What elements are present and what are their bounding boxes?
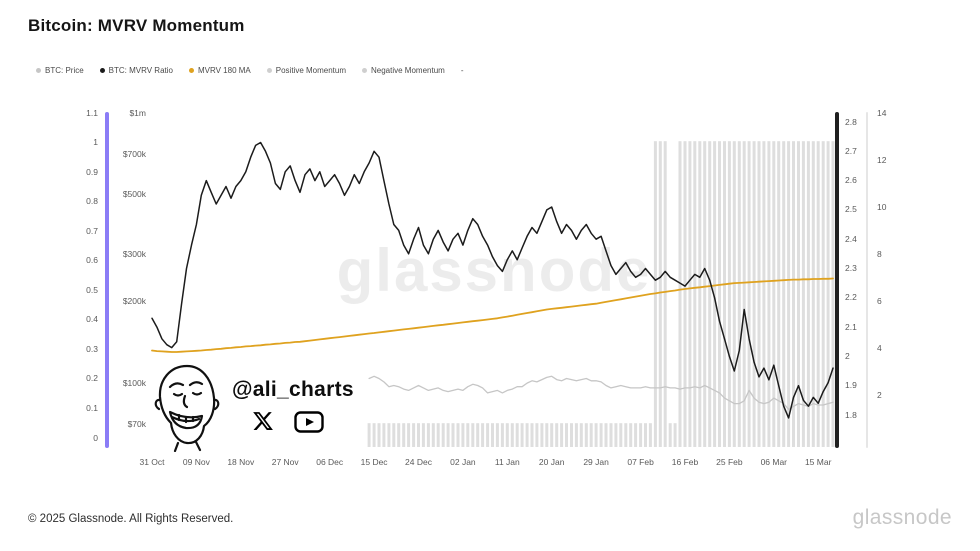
- y-tick-label: 2: [845, 350, 850, 361]
- y-tick-label: $700k: [122, 149, 146, 160]
- y-tick-label: 6: [877, 295, 882, 306]
- x-tick-label: 20 Jan: [538, 457, 565, 467]
- x-tick-label: 02 Jan: [450, 457, 476, 467]
- x-tick-label: 29 Jan: [583, 457, 609, 467]
- y-tick-label: 1.8: [845, 409, 857, 420]
- y-tick-label: 2.2: [845, 292, 857, 303]
- legend-item-mvrv-180-ma[interactable]: MVRV 180 MA: [188, 66, 251, 75]
- glassnode-logo: glassnode: [852, 506, 952, 529]
- x-tick-label: 16 Feb: [671, 457, 699, 467]
- x-tick-label: 06 Mar: [760, 457, 788, 467]
- legend-item-label: Positive Momentum: [275, 66, 346, 75]
- legend-item-label: -: [460, 66, 464, 75]
- legend-item-label: BTC: MVRV Ratio: [108, 66, 173, 75]
- y-tick-label: 2.1: [845, 321, 857, 332]
- page-title: Bitcoin: MVRV Momentum: [28, 16, 245, 35]
- y-axis-mvrv-ratio: 2.8 2.7 2.6 2.5 2.4 2.3 2.2 2.1 2 1.9 1.8: [845, 0, 875, 551]
- y-tick-label: $500k: [122, 188, 146, 199]
- legend-item-label: MVRV 180 MA: [197, 66, 251, 75]
- y-tick-label: 1: [93, 137, 98, 148]
- y-tick-label: 14: [877, 107, 887, 118]
- y-axis-momentum-right: 14 12 10 8 6 4 2: [877, 0, 901, 551]
- legend-dot-icon: [188, 68, 194, 73]
- author-handle: @ali_charts: [232, 378, 354, 401]
- y-tick-label: 1.1: [86, 107, 98, 118]
- y-tick-label: 0: [93, 432, 98, 443]
- y-tick-label: 0.4: [86, 314, 98, 325]
- legend-dot-icon: [99, 68, 105, 73]
- y-tick-label: 4: [877, 342, 882, 353]
- y-tick-label: $70k: [127, 419, 146, 430]
- y-tick-label: 2.7: [845, 145, 857, 156]
- plot-area[interactable]: [148, 110, 840, 450]
- x-tick-label: 25 Feb: [716, 457, 743, 467]
- legend-dot-icon: [36, 68, 41, 73]
- y-tick-label: 0.7: [86, 225, 98, 236]
- x-tick-label: 11 Jan: [494, 457, 520, 467]
- y-tick-label: 0.9: [86, 166, 98, 177]
- y-tick-label: 0.6: [86, 255, 98, 266]
- y-axis-price: $1m $700k $500k $300k $200k $100k $70k: [106, 0, 146, 551]
- mvrv-180ma-line: [151, 277, 834, 353]
- y-tick-label: 0.1: [86, 403, 98, 413]
- y-tick-label: 0.8: [86, 196, 98, 207]
- y-tick-label: 0.2: [86, 373, 98, 384]
- y-tick-label: 2.8: [845, 116, 857, 127]
- btc-price-line: [368, 375, 834, 410]
- x-tick-label: 18 Nov: [227, 457, 255, 467]
- x-tick-label: 31 Oct: [139, 457, 165, 467]
- legend-dot-icon: [362, 68, 367, 73]
- x-tick-label: 07 Feb: [627, 457, 654, 467]
- x-tick-label: 06 Dec: [316, 457, 344, 467]
- legend-dot-icon: [266, 68, 272, 73]
- x-tick-label: 09 Nov: [182, 457, 210, 467]
- y-tick-label: $200k: [122, 296, 146, 307]
- x-tick-label: 15 Mar: [804, 457, 832, 467]
- author-face-sketch-icon: [154, 364, 220, 452]
- axis-bar-momentum-right: [866, 112, 868, 448]
- x-tick-label: 15 Dec: [360, 457, 388, 467]
- legend-item-label: BTC: Price: [45, 66, 84, 75]
- y-tick-label: 12: [877, 154, 887, 165]
- axis-bar-mvrv: [835, 112, 839, 448]
- axis-bar-momentum-left: [105, 112, 109, 448]
- legend-item-positive-momentum[interactable]: Positive Momentum: [266, 66, 346, 75]
- legend-item-label: Negative Momentum: [371, 66, 445, 75]
- chart-legend: BTC: Price BTC: MVRV Ratio MVRV 180 MA Posi…: [36, 66, 463, 75]
- y-tick-label: 2.3: [845, 263, 857, 273]
- legend-item--[interactable]: -: [461, 66, 464, 75]
- footer-copyright: © 2025 Glassnode. All Rights Reserved.: [28, 513, 234, 525]
- y-tick-label: $1m: [129, 107, 146, 118]
- y-axis-momentum-left: 1.1 1 0.9 0.8 0.7 0.6 0.5 0.4 0.3 0.2 0.1 0: [72, 0, 98, 551]
- y-tick-label: $100k: [122, 377, 146, 388]
- x-twitter-icon: [253, 412, 273, 430]
- y-tick-label: 2.5: [845, 204, 857, 215]
- legend-item-btc-mvrv-ratio[interactable]: BTC: MVRV Ratio: [99, 66, 173, 75]
- youtube-icon: [294, 411, 324, 433]
- y-tick-label: 8: [877, 248, 882, 259]
- y-tick-label: 0.5: [86, 284, 98, 295]
- y-tick-label: $300k: [122, 248, 146, 259]
- y-tick-label: 1.9: [845, 380, 857, 391]
- y-tick-label: 10: [877, 201, 887, 212]
- mvrv-ratio-line: [151, 141, 834, 419]
- y-tick-label: 0.3: [86, 343, 98, 354]
- momentum-bars: [367, 141, 835, 447]
- y-tick-label: 2.6: [845, 175, 857, 186]
- x-tick-label: 27 Nov: [271, 457, 299, 467]
- legend-item-negative-momentum[interactable]: Negative Momentum: [362, 66, 445, 75]
- x-tick-label: 24 Dec: [405, 457, 432, 467]
- y-tick-label: 2: [877, 389, 882, 400]
- legend-item-btc-price[interactable]: BTC: Price: [36, 66, 84, 75]
- y-tick-label: 2.4: [845, 233, 857, 244]
